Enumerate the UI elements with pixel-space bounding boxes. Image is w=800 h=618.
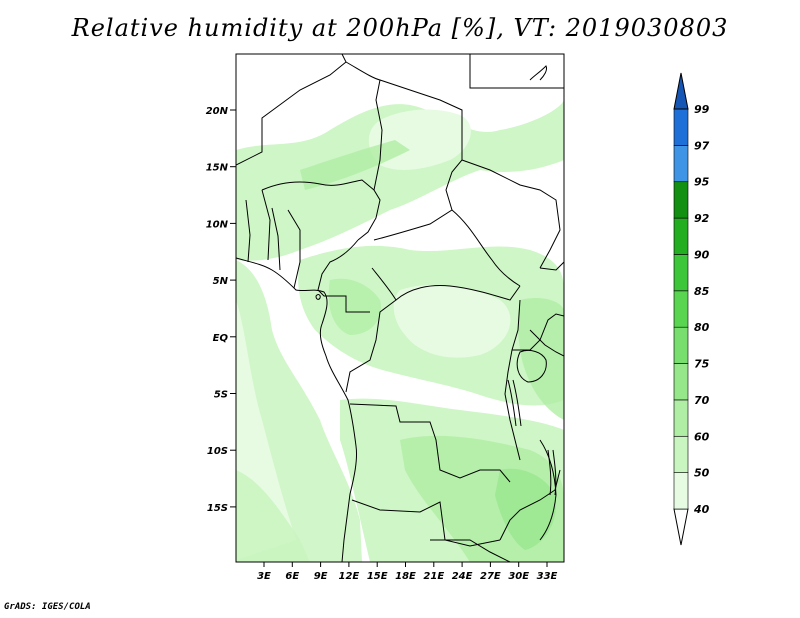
border-car-congo bbox=[345, 267, 397, 393]
shade-central-light bbox=[393, 284, 511, 358]
legend-band bbox=[673, 217, 689, 255]
shade-sahel bbox=[236, 100, 564, 261]
legend-level-label: 80 bbox=[694, 321, 710, 334]
shade-central-mid bbox=[328, 278, 381, 335]
shade-south-dark bbox=[495, 468, 556, 550]
border-westafrica-1 bbox=[261, 189, 271, 261]
legend-level-label: 95 bbox=[694, 176, 710, 189]
legend-upper-triangle bbox=[673, 72, 689, 110]
border-sahel-2 bbox=[261, 179, 375, 191]
legend-level-label: 75 bbox=[694, 358, 710, 371]
border-ethiopia bbox=[539, 261, 564, 271]
lon-tick-label: 24E bbox=[452, 571, 473, 582]
lon-tick-label: 21E bbox=[423, 571, 444, 582]
legend-level-label: 99 bbox=[694, 103, 710, 116]
border-south bbox=[430, 539, 511, 562]
border-westafrica-2 bbox=[245, 199, 251, 263]
chart-title: Relative humidity at 200hPa [%], VT: 201… bbox=[71, 14, 729, 42]
border-kenya-tanzania bbox=[529, 329, 564, 357]
lon-tick-label: 30E bbox=[508, 571, 529, 582]
lon-tick-label: 27E bbox=[480, 571, 501, 582]
lat-tick-label: 5S bbox=[214, 390, 228, 401]
border-sudan bbox=[461, 159, 561, 269]
shade-north-streak bbox=[300, 140, 410, 190]
map-frame bbox=[235, 53, 565, 563]
lake-malawi bbox=[547, 449, 557, 496]
border-cameroon bbox=[317, 239, 370, 313]
lon-tick-label: 12E bbox=[339, 571, 360, 582]
border-drc bbox=[395, 285, 521, 301]
border-angola-north bbox=[349, 403, 511, 483]
legend-band bbox=[673, 254, 689, 292]
color-legend: 40 50 60 70 75 80 85 90 92 95 97 99 bbox=[673, 72, 710, 546]
lon-tick-label: 3E bbox=[257, 571, 271, 582]
legend-band bbox=[673, 145, 689, 183]
red-sea-coast bbox=[529, 65, 547, 81]
coastline-west bbox=[236, 257, 357, 562]
legend-level-label: 92 bbox=[694, 212, 710, 225]
border-libya bbox=[379, 79, 463, 211]
legend-band bbox=[673, 290, 689, 328]
country-borders bbox=[236, 54, 564, 562]
humidity-shading bbox=[236, 100, 564, 562]
legend-band bbox=[673, 435, 689, 473]
border-mozambique bbox=[539, 439, 557, 541]
legend-lower-triangle bbox=[673, 508, 689, 546]
legend-band bbox=[673, 181, 689, 219]
legend-level-label: 85 bbox=[694, 285, 710, 298]
lat-tick-label: 5N bbox=[213, 276, 229, 287]
legend-level-label: 70 bbox=[694, 394, 710, 407]
lon-tick-label: 9E bbox=[314, 571, 328, 582]
border-benin bbox=[271, 207, 281, 271]
shade-east bbox=[517, 298, 564, 420]
legend-level-label: 97 bbox=[694, 139, 710, 152]
legend-band bbox=[673, 326, 689, 364]
legend-level-label: 60 bbox=[694, 430, 710, 443]
border-angola-south bbox=[351, 499, 501, 547]
lat-tick-label: 15N bbox=[206, 163, 229, 174]
lat-tick-label: EQ bbox=[213, 333, 229, 344]
border-drc-east bbox=[504, 299, 521, 461]
longitude-axis: 3E 6E 9E 12E 15E 18E 21E 24E 27E 30E 33E bbox=[257, 562, 558, 582]
island-bioko bbox=[315, 294, 321, 300]
legend-band bbox=[673, 472, 689, 510]
border-chad-car bbox=[373, 209, 521, 287]
legend-level-label: 40 bbox=[693, 503, 710, 516]
lat-tick-label: 10N bbox=[206, 219, 229, 230]
legend-level-label: 50 bbox=[694, 467, 710, 480]
lon-tick-label: 33E bbox=[537, 571, 558, 582]
lat-tick-label: 20N bbox=[206, 106, 229, 117]
lake-tanganyika bbox=[507, 379, 522, 427]
border-egypt-sudan bbox=[469, 54, 564, 89]
lon-tick-label: 18E bbox=[395, 571, 416, 582]
border-nigeria bbox=[287, 209, 301, 289]
legend-band bbox=[673, 108, 689, 146]
legend-band bbox=[673, 363, 689, 401]
credit-label: GrADS: IGES/COLA bbox=[4, 602, 91, 612]
border-north-2 bbox=[345, 61, 383, 241]
lat-tick-label: 10S bbox=[207, 446, 228, 457]
latitude-axis: 20N 15N 10N 5N EQ 5S 10S 15S bbox=[206, 106, 236, 514]
lat-tick-label: 15S bbox=[207, 503, 228, 514]
lon-tick-label: 6E bbox=[285, 571, 299, 582]
legend-band bbox=[673, 399, 689, 437]
legend-level-label: 90 bbox=[694, 248, 710, 261]
lon-tick-label: 15E bbox=[367, 571, 388, 582]
lake-victoria bbox=[516, 349, 547, 383]
shade-southwest bbox=[236, 470, 310, 562]
